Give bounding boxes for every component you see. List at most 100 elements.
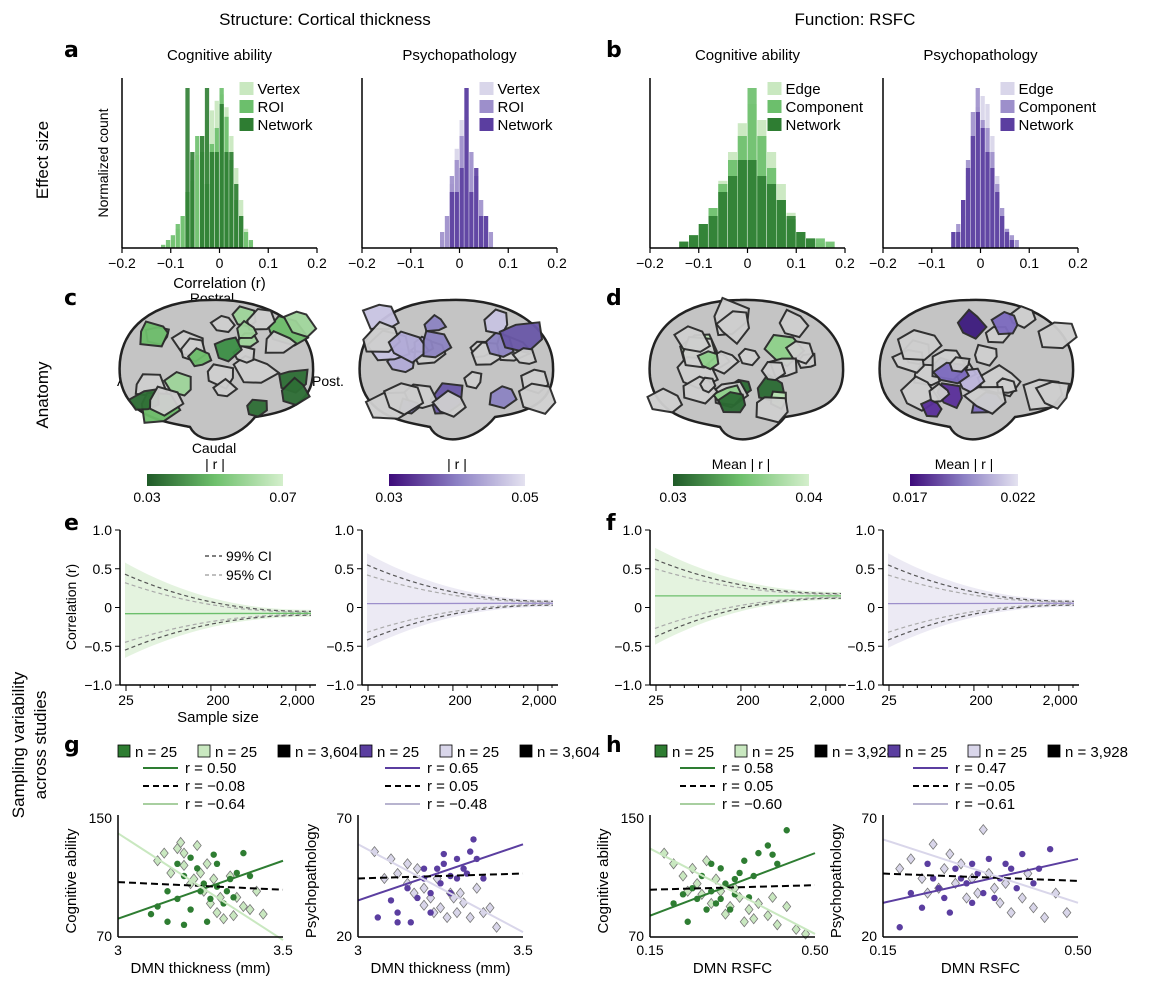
scatter-point-dark: [703, 906, 710, 913]
y-tick-label: 1.0: [856, 522, 876, 538]
x-tick-label: 25: [648, 692, 664, 708]
scatter-point-dark: [213, 860, 221, 867]
legend-swatch: [767, 118, 782, 131]
legend-label: Network: [1019, 117, 1075, 134]
scatter-point-light: [435, 902, 446, 914]
scatter-point-light: [928, 838, 938, 850]
brain-parcel: [139, 320, 170, 348]
regression-line: [117, 859, 284, 920]
y-tick-label: 1.0: [623, 522, 643, 538]
panel-letter-f: f: [606, 511, 616, 536]
legend-swatch: [479, 82, 494, 95]
y-tick-label: 0: [104, 600, 112, 616]
panel-letter-b: b: [606, 38, 622, 63]
legend-label: Network: [786, 117, 842, 134]
scatter-point-dark: [480, 875, 487, 882]
panel-letter-d: d: [606, 286, 622, 311]
row-label-sampling-2: across studies: [31, 691, 50, 800]
row-label-anatomy: Anatomy: [33, 361, 52, 429]
x-tick-label: 0.15: [636, 942, 663, 958]
histogram-bar: [440, 232, 445, 248]
brain-parcel: [431, 389, 467, 418]
brain-parcel: [511, 347, 538, 365]
x-tick-label: −0.1: [157, 255, 185, 271]
scatter-point-light: [978, 823, 988, 836]
brain-parcel: [699, 376, 717, 394]
brain-parcel: [973, 343, 998, 367]
histogram-bar: [204, 88, 210, 248]
y-axis-label: Cognitive ability: [595, 828, 612, 934]
regression-line: [882, 857, 1079, 904]
scatter-point-dark: [174, 860, 181, 867]
histogram-a2: [361, 78, 558, 253]
y-tick-label: 0.5: [93, 561, 113, 577]
scatter-point-light: [179, 859, 189, 871]
scatter-point-dark: [246, 872, 254, 880]
scatter-point-light: [419, 899, 429, 911]
histogram-bar: [796, 232, 806, 248]
brain-parcel: [148, 385, 185, 417]
scatter-point-light: [678, 870, 688, 882]
sampling-panel: [878, 529, 1079, 691]
x-tick-label: −0.2: [636, 255, 664, 271]
brain-surface: [358, 298, 557, 441]
x-tick-label: 2,000: [1043, 692, 1078, 708]
brain-parcel: [696, 350, 720, 371]
scatter-point-dark: [731, 875, 739, 883]
colorbar-min: 0.03: [659, 489, 686, 505]
brain-parcel: [517, 382, 557, 415]
x-tick-label: 0.1: [787, 255, 807, 271]
scatter-point-dark: [783, 827, 790, 834]
y-tick-label: 1.0: [93, 522, 113, 538]
scatter-point-dark: [147, 910, 155, 918]
panel-letter-e: e: [64, 511, 79, 536]
histogram-bar: [469, 192, 474, 248]
regression-line: [649, 852, 816, 917]
scatter-point-dark: [414, 894, 421, 902]
legend-swatch: [1000, 118, 1015, 131]
histogram-bar: [180, 216, 185, 248]
x-tick-label: −0.2: [108, 255, 136, 271]
y-tick-label: 0: [634, 600, 642, 616]
scatter-point-light: [492, 921, 502, 933]
legend-r-label: r = 0.50: [185, 760, 236, 777]
scatter-point-dark: [440, 850, 447, 858]
panel-letter-g: g: [64, 733, 80, 758]
scatter-point-dark: [717, 865, 724, 872]
legend-label: Vertex: [258, 81, 301, 98]
chart-title: Psychopathology: [402, 47, 517, 64]
scatter-point-dark: [968, 860, 976, 867]
scatter-point-light: [749, 913, 759, 925]
legend-label: Vertex: [498, 81, 541, 98]
scatter-point-light: [258, 908, 268, 920]
x-tick-label: 0.1: [499, 255, 519, 271]
y-tick-label: −0.5: [614, 638, 642, 654]
scatter-point-dark: [946, 909, 954, 916]
colorbar-title: Mean | r |: [935, 456, 994, 472]
y-tick-label: 1.0: [335, 522, 355, 538]
brain-parcel: [280, 376, 311, 406]
legend-label: Component: [1019, 99, 1097, 116]
y-axis-label: Psychopathology: [828, 823, 845, 938]
panel-letter-a: a: [64, 38, 79, 63]
x-tick-label: 3: [114, 942, 122, 958]
sampling-panel: [357, 529, 558, 691]
scatter-point-dark: [194, 865, 201, 872]
scatter-point-dark: [726, 906, 734, 913]
ci-line: [654, 597, 842, 638]
scatter-point-dark: [896, 924, 903, 931]
x-tick-label: 2,000: [810, 692, 845, 708]
colorbar: [389, 474, 525, 486]
x-axis-label: DMN RSFC: [941, 960, 1020, 977]
brain-surface: [118, 298, 318, 441]
y-tick-label: 70: [336, 810, 352, 826]
legend-swatch: [439, 744, 453, 758]
histogram-bar: [449, 192, 455, 248]
brain-parcel: [962, 385, 1007, 415]
scatter-panel: [649, 744, 828, 940]
x-tick-label: 0.50: [1064, 942, 1091, 958]
x-tick-label: 25: [360, 692, 376, 708]
chart-title: Cognitive ability: [695, 47, 801, 64]
colorbar-min: 0.017: [892, 489, 927, 505]
brain-parcel: [755, 396, 789, 424]
